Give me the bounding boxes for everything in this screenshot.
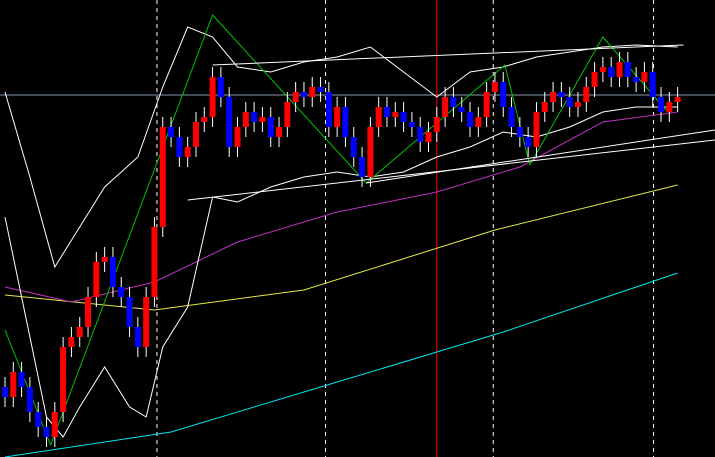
candle-body (583, 87, 590, 102)
candle-body (367, 127, 374, 177)
candle-body (483, 92, 490, 117)
candle-body (467, 112, 474, 127)
candle-body (649, 72, 656, 97)
candle-body (226, 97, 233, 147)
candle-body (541, 102, 548, 112)
candle-body (93, 262, 100, 297)
candle-body (641, 72, 648, 82)
candle-body (251, 112, 258, 122)
candle-body (408, 122, 415, 127)
candle-body (101, 257, 108, 262)
candle-body (184, 147, 191, 157)
candle-body (85, 297, 92, 327)
candle-body (168, 127, 175, 137)
candle-body (60, 347, 67, 412)
candle-body (300, 92, 307, 97)
candle-body (417, 127, 424, 142)
candle-body (500, 82, 507, 107)
candle-body (433, 117, 440, 132)
candle-body (666, 102, 673, 112)
candle-body (442, 97, 449, 117)
candle-body (359, 157, 366, 177)
candle-body (10, 372, 17, 397)
candle-body (259, 117, 266, 122)
candle-body (68, 337, 75, 347)
candle-body (143, 297, 150, 347)
candle-body (674, 97, 681, 102)
candle-body (558, 92, 565, 97)
candle-body (267, 117, 274, 137)
candle-body (450, 97, 457, 107)
candle-body (425, 132, 432, 142)
candle-body (475, 117, 482, 127)
candle-body (134, 327, 141, 347)
candle-body (608, 67, 615, 77)
candle-body (658, 97, 665, 112)
candle-body (217, 77, 224, 97)
candle-body (591, 72, 598, 87)
candle-body (516, 127, 523, 137)
candle-body (176, 137, 183, 157)
candle-body (118, 287, 125, 297)
candle-body (242, 112, 249, 127)
candle-body (491, 82, 498, 92)
candle-body (566, 97, 573, 107)
candle-body (26, 387, 33, 412)
candle-body (43, 427, 50, 437)
candle-body (458, 107, 465, 112)
candle-body (325, 92, 332, 127)
indicator-line (4, 272, 678, 457)
candle-body (51, 412, 58, 437)
candle-body (508, 107, 515, 127)
candle-body (400, 112, 407, 122)
candle-body (334, 107, 341, 127)
candle-body (192, 122, 199, 147)
candle-body (317, 87, 324, 92)
candle-body (624, 62, 631, 77)
candle-body (126, 297, 133, 327)
indicator-line (4, 184, 678, 311)
candle-body (574, 102, 581, 107)
candle-body (292, 92, 299, 102)
candle-body (616, 62, 623, 77)
candle-body (392, 112, 399, 117)
candle-body (525, 137, 532, 147)
candle-body (76, 327, 83, 337)
candle-body (383, 107, 390, 117)
candle-body (599, 67, 606, 72)
candle-body (342, 107, 349, 137)
candle-body (1, 387, 8, 397)
candle-body (350, 137, 357, 157)
candle-body (201, 117, 208, 122)
candle-body (234, 127, 241, 147)
candle-body (550, 92, 557, 102)
candle-body (533, 112, 540, 147)
candle-body (35, 412, 42, 427)
candle-body (209, 77, 216, 117)
candle-body (633, 77, 640, 82)
indicator-line (366, 129, 715, 184)
candle-body (309, 87, 316, 97)
candle-body (18, 372, 25, 387)
indicator-line (4, 26, 678, 269)
candle-body (109, 257, 116, 287)
candle-body (284, 102, 291, 127)
candle-body (151, 227, 158, 297)
candle-body (159, 127, 166, 227)
candle-body (276, 127, 283, 137)
candle-body (375, 107, 382, 127)
indicator-line (212, 44, 684, 66)
